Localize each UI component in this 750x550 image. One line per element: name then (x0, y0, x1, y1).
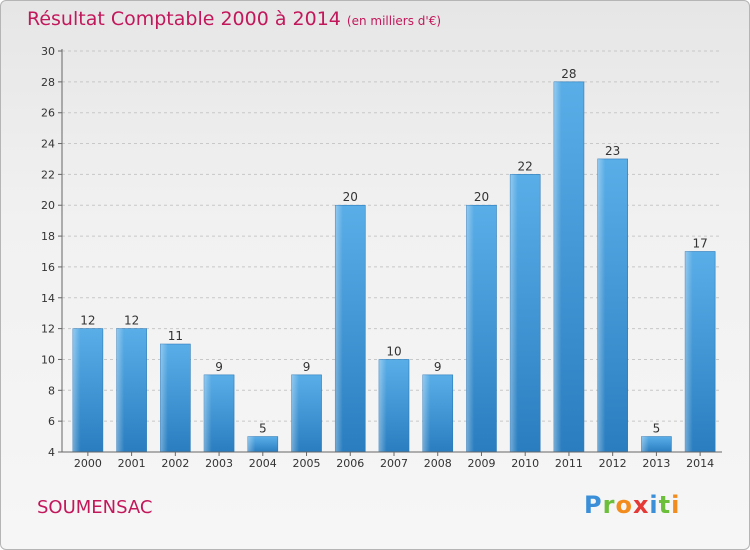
bar-highlight-2001 (116, 328, 147, 452)
y-tick-label-16: 16 (41, 261, 55, 274)
x-tick-label-2010: 2010 (511, 457, 539, 470)
y-tick-label-28: 28 (41, 76, 55, 89)
chart-title-text: Résultat Comptable 2000 à 2014 (27, 8, 341, 30)
x-tick-label-2001: 2001 (118, 457, 146, 470)
value-label-2006: 20 (343, 190, 358, 204)
bar-highlight-2014 (685, 251, 716, 452)
bar-highlight-2006 (335, 205, 366, 452)
bar-highlight-2009 (466, 205, 497, 452)
bar-highlight-2008 (422, 374, 453, 452)
y-tick-label-8: 8 (48, 384, 55, 397)
y-tick-label-26: 26 (41, 107, 55, 120)
value-label-2007: 10 (386, 344, 401, 358)
value-label-2008: 9 (434, 360, 442, 374)
value-label-2000: 12 (80, 314, 95, 328)
x-tick-label-2002: 2002 (161, 457, 189, 470)
proxiti-logo: Proxiti (584, 491, 681, 519)
bar-highlight-2011 (553, 81, 584, 452)
bar-highlight-2012 (597, 158, 628, 452)
x-tick-label-2008: 2008 (424, 457, 452, 470)
bar-highlight-2010 (510, 174, 541, 452)
value-label-2004: 5 (259, 422, 267, 436)
x-tick-label-2009: 2009 (467, 457, 495, 470)
x-tick-label-2006: 2006 (336, 457, 364, 470)
x-tick-label-2014: 2014 (686, 457, 714, 470)
y-tick-label-22: 22 (41, 168, 55, 181)
bar-highlight-2007 (379, 359, 409, 452)
x-tick-label-2013: 2013 (642, 457, 670, 470)
x-tick-label-2000: 2000 (74, 457, 102, 470)
x-tick-label-2005: 2005 (293, 457, 321, 470)
x-tick-label-2003: 2003 (205, 457, 233, 470)
value-label-2014: 17 (692, 237, 707, 251)
x-tick-label-2012: 2012 (599, 457, 627, 470)
value-label-2013: 5 (653, 422, 661, 436)
chart-subtitle: (en milliers d'€) (346, 14, 442, 28)
commune-name: SOUMENSAC (37, 497, 153, 518)
y-tick-label-14: 14 (41, 292, 55, 305)
y-tick-label-18: 18 (41, 230, 55, 243)
y-tick-label-10: 10 (41, 353, 55, 366)
y-tick-label-24: 24 (41, 138, 55, 151)
value-label-2009: 20 (474, 190, 489, 204)
y-tick-label-6: 6 (48, 415, 55, 428)
value-label-2011: 28 (561, 67, 576, 81)
x-tick-label-2007: 2007 (380, 457, 408, 470)
y-tick-label-20: 20 (41, 199, 55, 212)
y-tick-label-12: 12 (41, 323, 55, 336)
bar-highlight-2000 (72, 328, 103, 452)
x-tick-label-2004: 2004 (249, 457, 277, 470)
value-label-2010: 22 (518, 159, 533, 173)
bar-highlight-2005 (291, 374, 322, 452)
bar-highlight-2003 (204, 374, 235, 452)
y-tick-label-30: 30 (41, 45, 55, 58)
bar-highlight-2002 (160, 344, 191, 452)
value-label-2003: 9 (215, 360, 223, 374)
y-tick-label-4: 4 (48, 446, 55, 459)
value-label-2002: 11 (168, 329, 183, 343)
value-label-2001: 12 (124, 314, 139, 328)
value-label-2005: 9 (303, 360, 311, 374)
chart-title: Résultat Comptable 2000 à 2014 (en millie… (27, 8, 441, 30)
x-tick-label-2011: 2011 (555, 457, 583, 470)
value-label-2012: 23 (605, 144, 620, 158)
bar-highlight-2004 (247, 436, 278, 452)
bar-highlight-2013 (641, 436, 672, 452)
